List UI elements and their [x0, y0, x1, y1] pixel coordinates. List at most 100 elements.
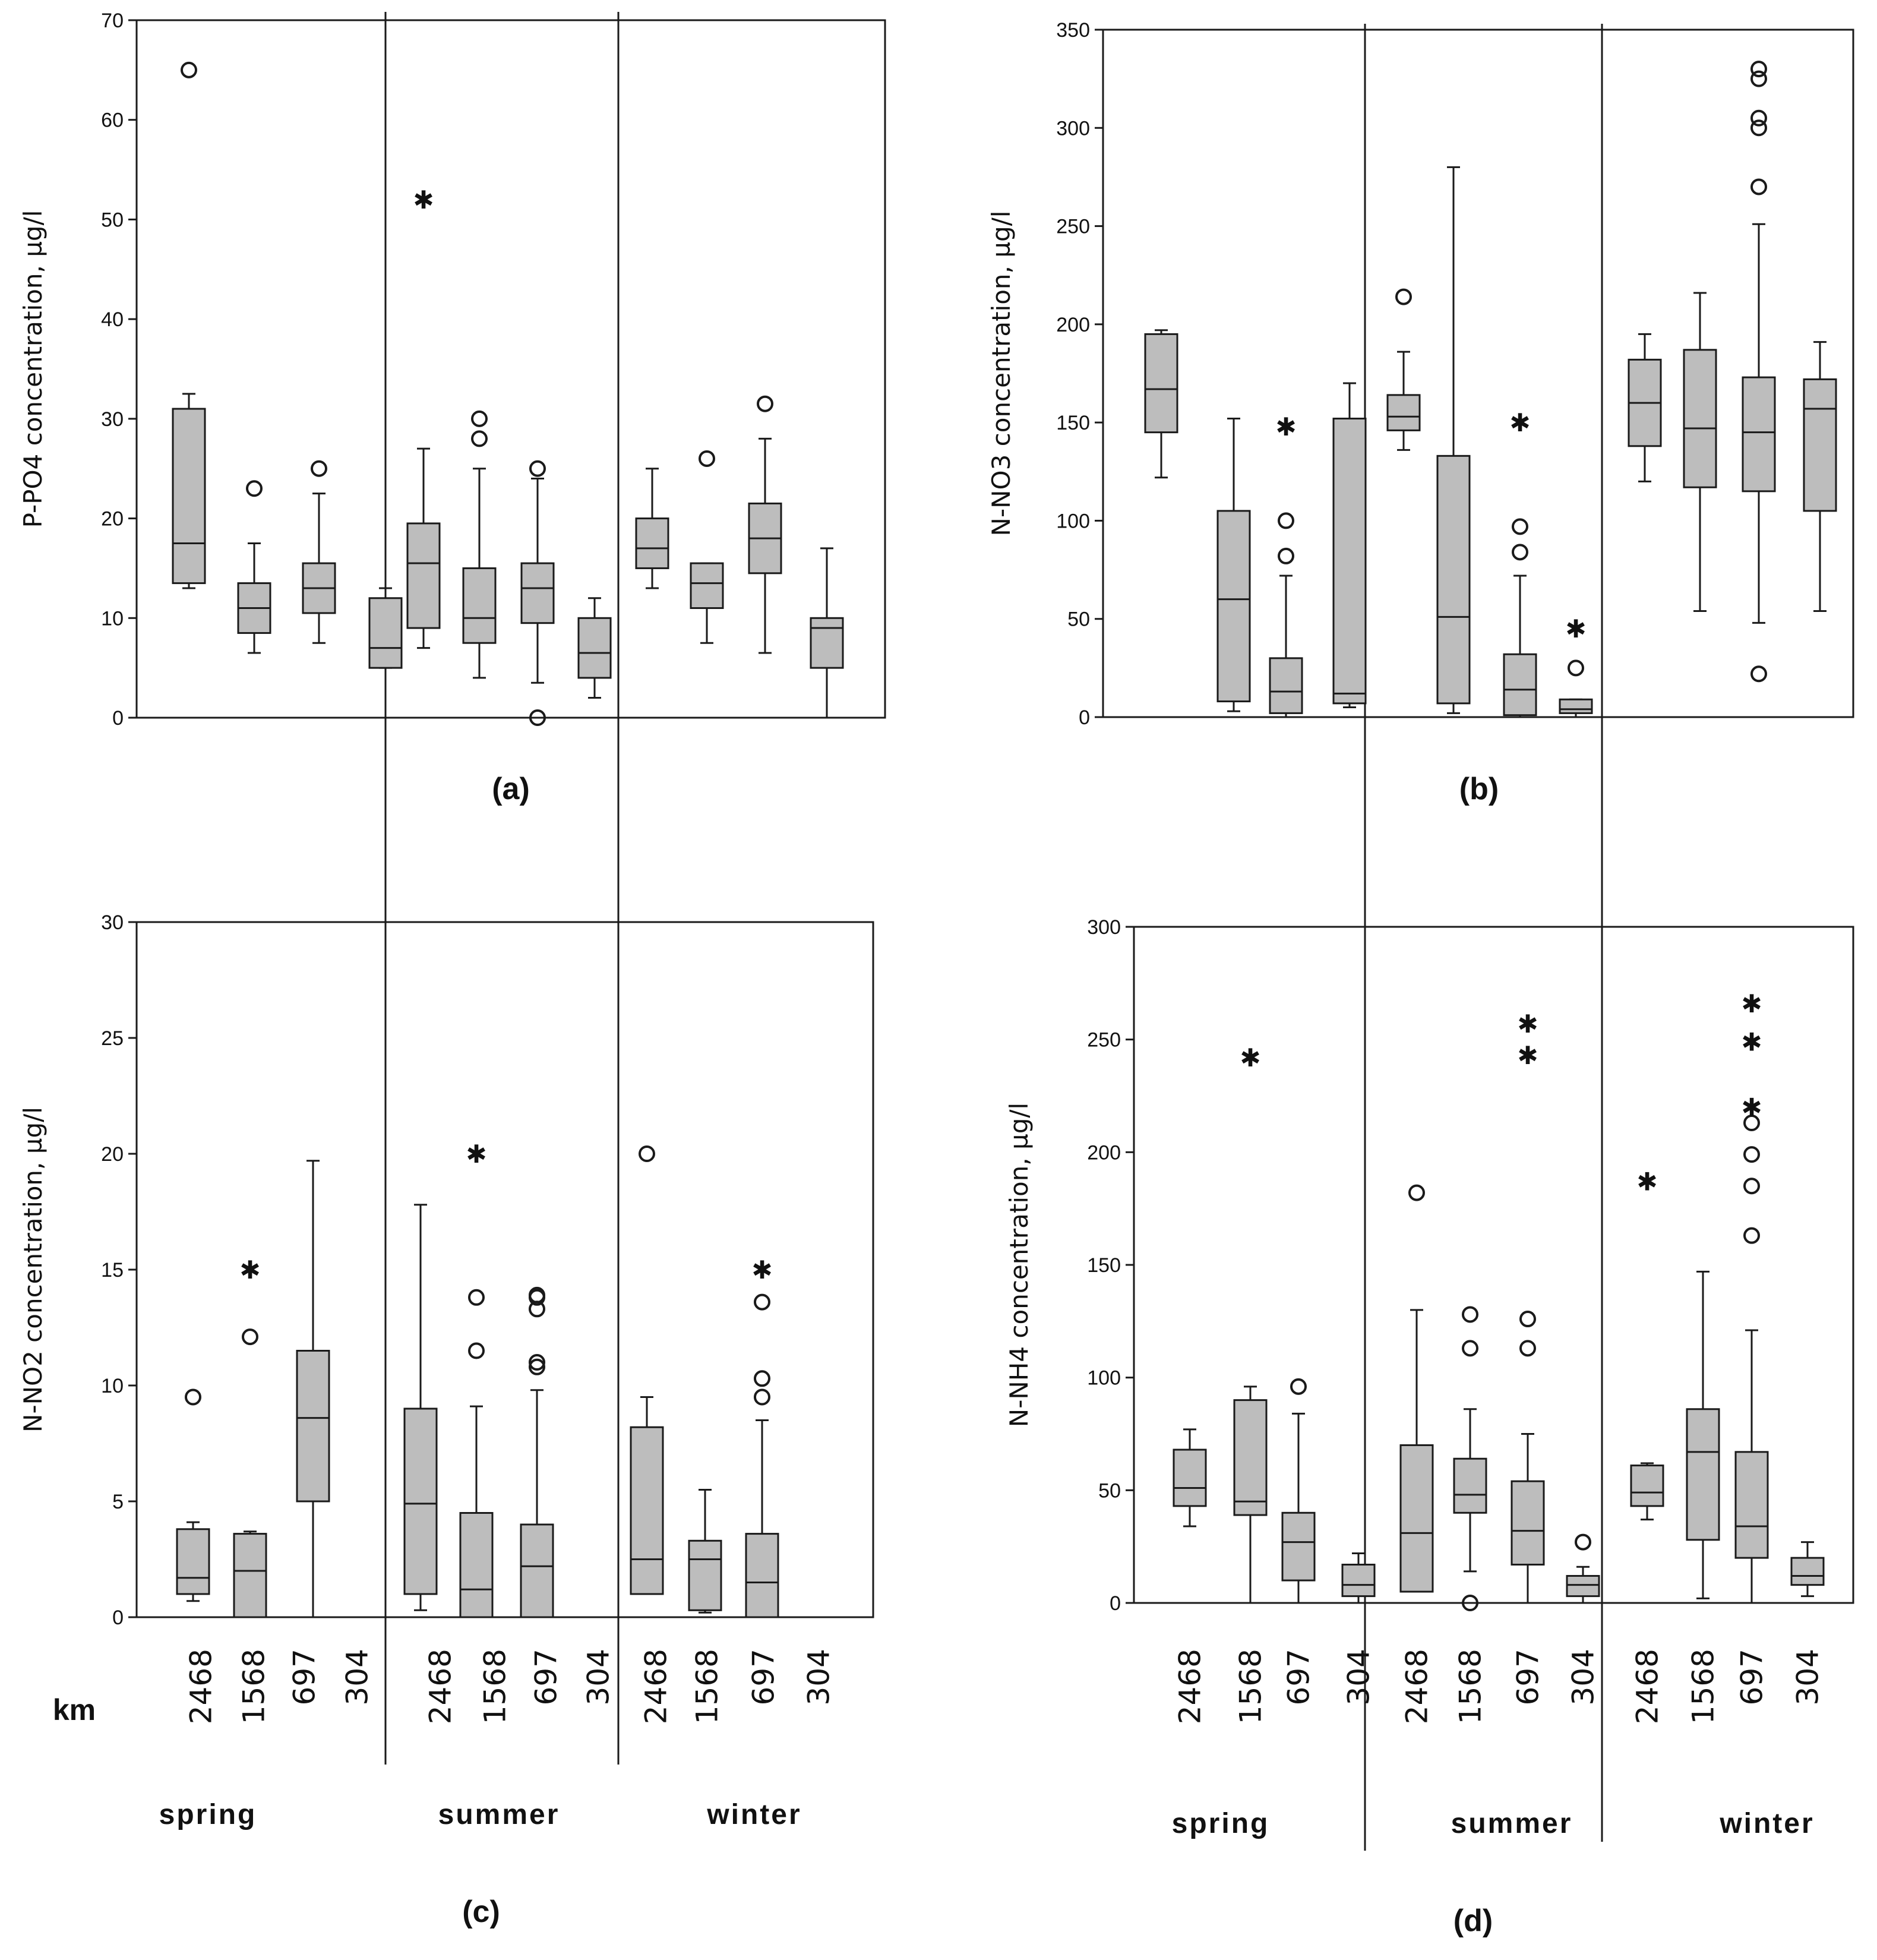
boxplot-b-winter-1568: [1683, 292, 1717, 612]
outlier-point: [1743, 1146, 1760, 1163]
outlier-point: [468, 1342, 485, 1359]
season-label-summer: summer: [1451, 1808, 1573, 1839]
boxplot-b-spring-697: ✱: [1269, 412, 1303, 718]
box-iqr: [1683, 349, 1717, 488]
boxplot-a-winter-304: [810, 547, 844, 719]
box-iqr: [368, 597, 403, 669]
y-tick-label: 350: [1056, 19, 1090, 42]
y-tick-label: 200: [1056, 314, 1090, 336]
site-label-1568: 1568: [1234, 1649, 1268, 1724]
outlier-point: [242, 1328, 258, 1346]
box-iqr: [1269, 657, 1303, 714]
box-iqr: [1386, 394, 1421, 431]
y-tick-label: 40: [101, 308, 124, 331]
box-iqr: [1503, 653, 1537, 717]
boxplot-d-summer-2468: [1399, 1184, 1434, 1593]
boxplot-c-summer-697: [520, 1286, 554, 1618]
boxplot-b-summer-1568: [1436, 166, 1471, 714]
box-iqr: [1686, 1408, 1720, 1541]
site-label-697: 697: [1282, 1649, 1316, 1705]
box-iqr: [520, 1523, 554, 1618]
outlier-point: [699, 450, 715, 467]
y-tick-label: 300: [1087, 916, 1121, 939]
outlier-point: [311, 460, 327, 477]
boxplot-b-winter-697: [1742, 61, 1776, 683]
outlier-point: [468, 1289, 485, 1306]
outlier-point: [1408, 1184, 1425, 1201]
box-iqr: [296, 1350, 330, 1503]
box-iqr: [1630, 1465, 1664, 1507]
outlier-point: [1278, 547, 1294, 564]
outlier-point: [1462, 1595, 1478, 1611]
season-label-winter: winter: [1719, 1808, 1814, 1839]
y-tick-label: 300: [1056, 117, 1090, 140]
site-label-697: 697: [529, 1649, 564, 1705]
box-iqr: [1734, 1451, 1769, 1559]
boxplot-d-spring-1568: ✱: [1233, 1043, 1268, 1604]
y-tick-label: 0: [112, 707, 124, 730]
extreme-point: ✱: [1741, 1027, 1762, 1056]
extreme-point: ✱: [1240, 1043, 1260, 1072]
panel-a: 0 10 20 30 40 50 60 70 P-PO4 concentration, µg/l…: [18, 10, 886, 806]
plot-frame-b: [1102, 29, 1854, 718]
y-tick-label: 70: [101, 10, 124, 32]
box-iqr: [577, 617, 612, 679]
boxplot-a-summer-697: [520, 460, 555, 726]
y-tick-label: 20: [101, 1143, 124, 1166]
outlier-point: [754, 1388, 770, 1406]
outlier-point: [1519, 1311, 1536, 1328]
box-iqr: [1332, 418, 1367, 705]
outlier-point: [1750, 178, 1767, 195]
boxplot-d-summer-697: ✱✱: [1511, 1009, 1545, 1604]
box-iqr: [1453, 1457, 1487, 1514]
boxplot-a-summer-304: [577, 597, 612, 699]
site-label-697: 697: [1735, 1649, 1769, 1705]
boxplot-c-summer-1568: ✱: [459, 1140, 494, 1618]
km-axis-label: km: [53, 1693, 96, 1727]
box-iqr: [1566, 1574, 1600, 1598]
site-label-304: 304: [1566, 1649, 1601, 1705]
outlier-point: [529, 1286, 545, 1303]
outlier-point: [529, 1358, 545, 1375]
y-tick-label: 0: [1110, 1592, 1121, 1615]
y-tick-label: 150: [1056, 412, 1090, 434]
boxplot-d-spring-304: [1341, 1552, 1376, 1604]
outlier-point: [754, 1293, 770, 1311]
y-tick-label: 250: [1087, 1029, 1121, 1052]
boxplot-d-spring-697: [1281, 1378, 1316, 1604]
extreme-point: ✱: [1275, 412, 1296, 441]
y-tick-label: 100: [1056, 510, 1090, 532]
boxplot-b-winter-2468: [1628, 333, 1662, 482]
extreme-point: ✱: [1517, 1009, 1538, 1039]
box-iqr: [1233, 1399, 1268, 1516]
box-iqr: [1144, 333, 1178, 434]
boxplot-c-summer-2468: [403, 1204, 438, 1611]
outlier-point: [529, 460, 546, 477]
boxplot-d-winter-304: [1790, 1541, 1825, 1598]
extreme-point: ✱: [1565, 614, 1586, 643]
y-axis-title: N-NH4 concentration, µg/l: [1004, 1103, 1034, 1427]
panel-label-a: (a): [492, 772, 530, 806]
box-iqr: [810, 617, 844, 669]
boxplot-d-winter-1568: [1686, 1270, 1720, 1599]
boxplot-c-winter-1568: [688, 1489, 722, 1614]
outlier-point: [1750, 70, 1767, 87]
outlier-point: [757, 395, 773, 412]
labels-layer: km 2468 1568 697 304 2468 1568 697 304 2468 1568 69…: [53, 1649, 1825, 1839]
y-tick-label: 15: [101, 1259, 124, 1282]
box-iqr: [1281, 1511, 1316, 1582]
box-iqr: [1436, 455, 1471, 705]
season-label-spring: spring: [1172, 1808, 1270, 1839]
outlier-point: [1750, 61, 1767, 78]
outlier-point: [185, 1388, 201, 1406]
box-iqr: [745, 1533, 779, 1618]
box-iqr: [462, 567, 497, 644]
y-tick-label: 10: [101, 1375, 124, 1397]
boxplot-a-spring-2468: [172, 61, 206, 589]
y-tick-label: 25: [101, 1027, 124, 1050]
outlier-point: [1462, 1306, 1478, 1323]
outlier-point: [754, 1370, 770, 1387]
outlier-point: [1462, 1340, 1478, 1357]
boxplot-c-spring-2468: [176, 1388, 210, 1602]
